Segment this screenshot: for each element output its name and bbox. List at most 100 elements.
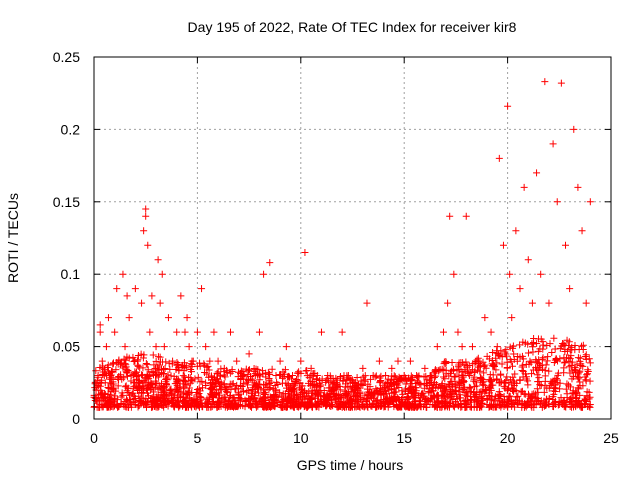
data-point bbox=[432, 372, 440, 380]
data-point bbox=[509, 385, 517, 393]
data-point bbox=[574, 183, 582, 191]
data-point bbox=[576, 354, 584, 362]
data-point bbox=[581, 353, 589, 361]
data-point bbox=[289, 372, 297, 380]
data-point bbox=[477, 374, 485, 382]
data-point bbox=[149, 351, 157, 359]
data-point bbox=[477, 388, 485, 396]
data-point bbox=[464, 388, 472, 396]
data-point bbox=[122, 363, 130, 371]
data-point bbox=[320, 387, 328, 395]
data-point bbox=[522, 361, 530, 369]
data-point bbox=[114, 382, 122, 390]
data-point bbox=[502, 350, 510, 358]
data-point bbox=[495, 379, 503, 387]
data-point bbox=[528, 403, 536, 411]
data-point bbox=[493, 343, 501, 351]
data-point bbox=[421, 401, 429, 409]
data-point bbox=[204, 362, 212, 370]
x-tick-label: 20 bbox=[500, 430, 516, 446]
data-point bbox=[172, 365, 180, 373]
data-point bbox=[533, 340, 541, 348]
data-point bbox=[123, 372, 131, 380]
data-point bbox=[188, 363, 196, 371]
data-point bbox=[478, 393, 486, 401]
data-point bbox=[563, 380, 571, 388]
data-point bbox=[271, 393, 279, 401]
data-point bbox=[303, 366, 311, 374]
data-point bbox=[313, 402, 321, 410]
data-point bbox=[302, 367, 310, 375]
data-point bbox=[115, 357, 123, 365]
data-point bbox=[451, 373, 459, 381]
data-point bbox=[360, 376, 368, 384]
data-point bbox=[94, 396, 102, 404]
data-point bbox=[276, 401, 284, 409]
data-point bbox=[441, 383, 449, 391]
data-point bbox=[429, 384, 437, 392]
data-point bbox=[568, 375, 576, 383]
data-point bbox=[193, 398, 201, 406]
data-point bbox=[182, 381, 190, 389]
data-point bbox=[226, 391, 234, 399]
data-point bbox=[245, 350, 253, 358]
data-point bbox=[111, 401, 119, 409]
data-point bbox=[131, 368, 139, 376]
data-point bbox=[137, 371, 145, 379]
data-point bbox=[359, 364, 367, 372]
data-point bbox=[436, 365, 444, 373]
data-point bbox=[202, 343, 210, 351]
x-tick-label: 25 bbox=[603, 430, 619, 446]
data-point bbox=[479, 358, 487, 366]
data-point bbox=[337, 393, 345, 401]
data-point bbox=[223, 383, 231, 391]
data-point bbox=[189, 357, 197, 365]
data-point bbox=[462, 358, 470, 366]
data-point bbox=[527, 359, 535, 367]
data-point bbox=[100, 372, 108, 380]
data-point bbox=[130, 392, 138, 400]
data-point bbox=[317, 381, 325, 389]
data-point bbox=[463, 393, 471, 401]
data-point bbox=[554, 357, 562, 365]
data-point bbox=[172, 375, 180, 383]
data-point bbox=[207, 385, 215, 393]
data-point bbox=[308, 394, 316, 402]
data-point bbox=[444, 299, 452, 307]
data-point bbox=[267, 378, 275, 386]
data-point bbox=[528, 370, 536, 378]
data-point bbox=[480, 381, 488, 389]
data-point bbox=[578, 342, 586, 350]
data-point bbox=[518, 363, 526, 371]
data-point bbox=[471, 368, 479, 376]
data-point bbox=[490, 362, 498, 370]
data-point bbox=[369, 401, 377, 409]
data-point bbox=[495, 388, 503, 396]
data-point bbox=[177, 388, 185, 396]
data-point bbox=[530, 399, 538, 407]
data-point bbox=[399, 390, 407, 398]
data-point bbox=[471, 359, 479, 367]
data-point bbox=[185, 343, 193, 351]
data-point bbox=[540, 397, 548, 405]
data-point bbox=[541, 377, 549, 385]
data-point bbox=[520, 183, 528, 191]
data-point bbox=[107, 372, 115, 380]
data-point bbox=[256, 376, 264, 384]
data-point bbox=[124, 366, 132, 374]
data-point bbox=[307, 364, 315, 372]
data-point bbox=[500, 392, 508, 400]
data-point bbox=[558, 342, 566, 350]
y-axis-label: ROTI / TECUs bbox=[5, 193, 21, 283]
data-point bbox=[164, 398, 172, 406]
data-point bbox=[117, 393, 125, 401]
data-point bbox=[456, 379, 464, 386]
data-point bbox=[338, 328, 346, 336]
data-point bbox=[409, 392, 417, 400]
data-point bbox=[303, 372, 311, 380]
data-point bbox=[420, 373, 428, 381]
data-point bbox=[111, 394, 119, 402]
data-point bbox=[514, 392, 522, 400]
data-point bbox=[568, 403, 576, 411]
data-point bbox=[167, 385, 175, 393]
